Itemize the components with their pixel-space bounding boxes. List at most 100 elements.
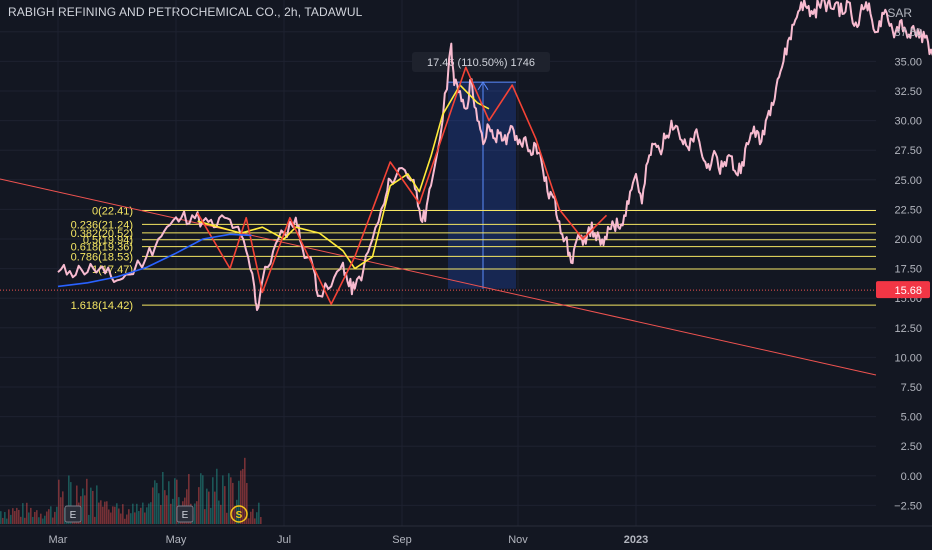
volume-bar (246, 483, 248, 524)
price-axis[interactable]: 37.50 35.00 32.50 30.00 27.50 25.00 22.50 20.00… (876, 27, 930, 513)
chart-title: RABIGH REFINING AND PETROCHEMICAL CO., 2… (8, 5, 363, 19)
series-line (57, 233, 252, 288)
volume-bar (166, 495, 168, 524)
volume-bar (144, 512, 146, 524)
volume-bar (46, 511, 48, 524)
volume-bar (230, 477, 232, 524)
volume-bar (176, 479, 178, 524)
volume-bar (96, 485, 98, 524)
price-series (57, 0, 932, 311)
volume-bar (224, 486, 226, 524)
volume-bar (156, 482, 158, 524)
volume-bar (256, 512, 258, 524)
volume-bar (220, 504, 222, 524)
volume-bar (90, 487, 92, 524)
volume-bar (242, 468, 244, 524)
volume-bar (154, 480, 156, 524)
volume-bar (214, 491, 216, 524)
volume-bar (170, 503, 172, 524)
earnings-marker[interactable] (64, 505, 82, 523)
volume-bar (152, 487, 154, 524)
y-tick-label: 5.00 (901, 412, 922, 424)
volume-bar (206, 488, 208, 524)
y-tick-label: −2.50 (894, 500, 922, 512)
volume-bar (32, 516, 34, 524)
measure-label: 17.46 (110.50%) 1746 (427, 57, 535, 69)
volume-bar (174, 478, 176, 524)
volume-bar (132, 503, 134, 524)
fib-label: 1.618(14.42) (71, 300, 133, 312)
volume-bar (128, 509, 130, 524)
volume-bar (84, 495, 86, 524)
volume-bar (142, 502, 144, 524)
volume-bar (38, 517, 40, 524)
volume-bar (40, 513, 42, 524)
y-tick-label: 12.50 (894, 323, 922, 335)
volume-bar (44, 515, 46, 524)
volume-bar (86, 478, 88, 524)
time-axis[interactable]: Mar May Jul Sep Nov 2023 (0, 525, 932, 546)
volume-bar (104, 501, 106, 524)
volume-bar (10, 514, 12, 524)
volume-bar (26, 502, 28, 524)
y-tick-label: 32.50 (894, 86, 922, 98)
volume-bar (218, 500, 220, 524)
grid-lines (0, 0, 876, 526)
volume-bar (210, 507, 212, 524)
x-tick-label: May (166, 534, 187, 546)
volume-bar (114, 506, 116, 524)
y-tick-label: 20.00 (894, 234, 922, 246)
volume-bar (58, 479, 60, 524)
volume-bar (122, 504, 124, 524)
volume-bar (260, 516, 262, 524)
series-line (196, 66, 608, 305)
volume-bar (82, 488, 84, 524)
volume-bar (18, 509, 20, 524)
volume-bar (160, 504, 162, 524)
volume-bar (130, 513, 132, 524)
volume-bar (208, 491, 210, 524)
volume-bar (36, 510, 38, 524)
volume-bar (70, 482, 72, 524)
volume-bar (238, 480, 240, 524)
volume-bar (100, 500, 102, 524)
measure-rect[interactable] (448, 82, 516, 289)
volume-bar (158, 493, 160, 524)
volume-bar (196, 501, 198, 524)
volume-bar (116, 503, 118, 524)
volume-bars (0, 457, 262, 524)
volume-bar (108, 509, 110, 524)
volume-bar (254, 518, 256, 524)
volume-bar (30, 507, 32, 524)
volume-bar (0, 511, 2, 524)
volume-bar (250, 511, 252, 524)
fib-levels: 0(22.41) 0.236(21.24)0.382(20.52)0.5(19.9… (0, 205, 876, 312)
volume-bar (60, 497, 62, 524)
volume-bar (150, 502, 152, 524)
y-tick-label: 17.50 (894, 264, 922, 276)
volume-bar (94, 516, 96, 524)
volume-bar (98, 502, 100, 524)
volume-bar (226, 512, 228, 524)
fib-label: 0.382(20.52) (71, 228, 133, 240)
volume-bar (88, 514, 90, 524)
earnings-marker-label: E (182, 510, 189, 521)
volume-bar (12, 508, 14, 524)
x-tick-label: 2023 (624, 534, 648, 546)
fib-label: 0.5(19.94) (83, 235, 133, 247)
split-marker[interactable] (230, 505, 248, 523)
volume-bar (76, 485, 78, 524)
volume-bar (42, 518, 44, 524)
volume-bar (106, 501, 108, 524)
volume-bar (56, 506, 58, 524)
volume-bar (8, 509, 10, 524)
y-tick-label: 37.50 (894, 27, 922, 39)
trend-line[interactable] (0, 178, 877, 376)
split-marker-label: S (236, 510, 243, 521)
fib-label: 0(22.41) (92, 205, 133, 217)
volume-bar (14, 511, 16, 524)
volume-bar (48, 509, 50, 524)
earnings-marker[interactable] (176, 505, 194, 523)
